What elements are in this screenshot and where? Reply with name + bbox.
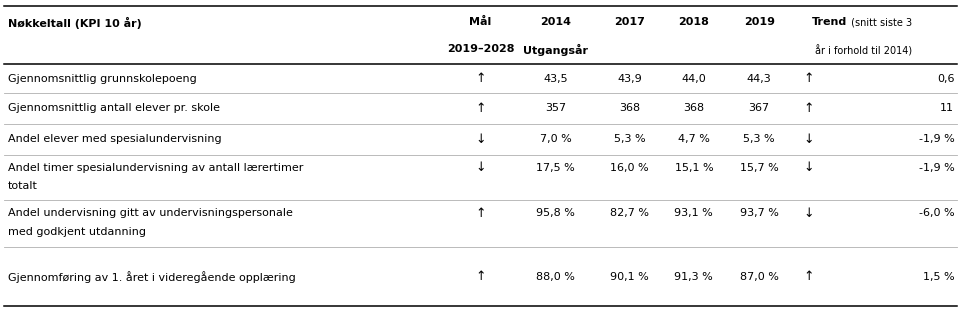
Text: Gjennomsnittlig antall elever pr. skole: Gjennomsnittlig antall elever pr. skole [8, 104, 220, 113]
Text: 2014: 2014 [540, 17, 571, 27]
Text: 15,7 %: 15,7 % [740, 163, 778, 173]
Text: 2019–2028: 2019–2028 [447, 44, 514, 54]
Text: 93,7 %: 93,7 % [740, 208, 778, 218]
Text: ↑: ↑ [476, 102, 485, 115]
Text: ↑: ↑ [804, 102, 814, 115]
Text: 17,5 %: 17,5 % [536, 163, 575, 173]
Text: 4,7 %: 4,7 % [678, 134, 710, 144]
Text: 87,0 %: 87,0 % [740, 272, 778, 282]
Text: 0,6: 0,6 [937, 74, 954, 84]
Text: -1,9 %: -1,9 % [919, 163, 954, 173]
Text: 91,3 %: 91,3 % [675, 272, 713, 282]
Text: 82,7 %: 82,7 % [610, 208, 649, 218]
Text: Andel timer spesialundervisning av antall lærertimer: Andel timer spesialundervisning av antal… [8, 163, 303, 173]
Text: 93,1 %: 93,1 % [675, 208, 713, 218]
Text: Gjennomsnittlig grunnskolepoeng: Gjennomsnittlig grunnskolepoeng [8, 74, 196, 84]
Text: med godkjent utdanning: med godkjent utdanning [8, 227, 146, 237]
Text: 95,8 %: 95,8 % [536, 208, 575, 218]
Text: 44,3: 44,3 [747, 74, 772, 84]
Text: Utgangsår: Utgangsår [523, 44, 588, 56]
Text: 2019: 2019 [744, 17, 775, 27]
Text: år i forhold til 2014): år i forhold til 2014) [815, 45, 912, 57]
Text: 368: 368 [619, 104, 640, 113]
Text: ↑: ↑ [804, 270, 814, 283]
Text: Gjennomføring av 1. året i videregående opplæring: Gjennomføring av 1. året i videregående … [8, 271, 295, 283]
Text: Andel elever med spesialundervisning: Andel elever med spesialundervisning [8, 134, 221, 144]
Text: 367: 367 [749, 104, 770, 113]
Text: ↑: ↑ [804, 72, 814, 85]
Text: Mål: Mål [469, 17, 492, 27]
Text: -6,0 %: -6,0 % [919, 208, 954, 218]
Text: 2018: 2018 [678, 17, 709, 27]
Text: 44,0: 44,0 [681, 74, 706, 84]
Text: ↑: ↑ [476, 72, 485, 85]
Text: 43,9: 43,9 [617, 74, 642, 84]
Text: 11: 11 [940, 104, 954, 113]
Text: 16,0 %: 16,0 % [610, 163, 649, 173]
Text: Andel undervisning gitt av undervisningspersonale: Andel undervisning gitt av undervisnings… [8, 208, 292, 218]
Text: ↑: ↑ [476, 270, 485, 283]
Text: Trend: Trend [812, 17, 848, 27]
Text: 5,3 %: 5,3 % [744, 134, 775, 144]
Text: ↓: ↓ [804, 161, 814, 174]
Text: 2017: 2017 [614, 17, 645, 27]
Text: 43,5: 43,5 [543, 74, 568, 84]
Text: 15,1 %: 15,1 % [675, 163, 713, 173]
Text: 368: 368 [683, 104, 704, 113]
Text: totalt: totalt [8, 181, 37, 191]
Text: ↓: ↓ [804, 133, 814, 146]
Text: ↓: ↓ [476, 133, 485, 146]
Text: -1,9 %: -1,9 % [919, 134, 954, 144]
Text: (snitt siste 3: (snitt siste 3 [848, 17, 912, 27]
Text: ↓: ↓ [804, 207, 814, 220]
Text: ↑: ↑ [476, 207, 485, 220]
Text: 357: 357 [545, 104, 566, 113]
Text: 1,5 %: 1,5 % [923, 272, 954, 282]
Text: 7,0 %: 7,0 % [539, 134, 572, 144]
Text: Nøkkeltall (KPI 10 år): Nøkkeltall (KPI 10 år) [8, 17, 141, 29]
Text: 90,1 %: 90,1 % [610, 272, 649, 282]
Text: 5,3 %: 5,3 % [614, 134, 645, 144]
Text: 88,0 %: 88,0 % [536, 272, 575, 282]
Text: ↓: ↓ [476, 161, 485, 174]
